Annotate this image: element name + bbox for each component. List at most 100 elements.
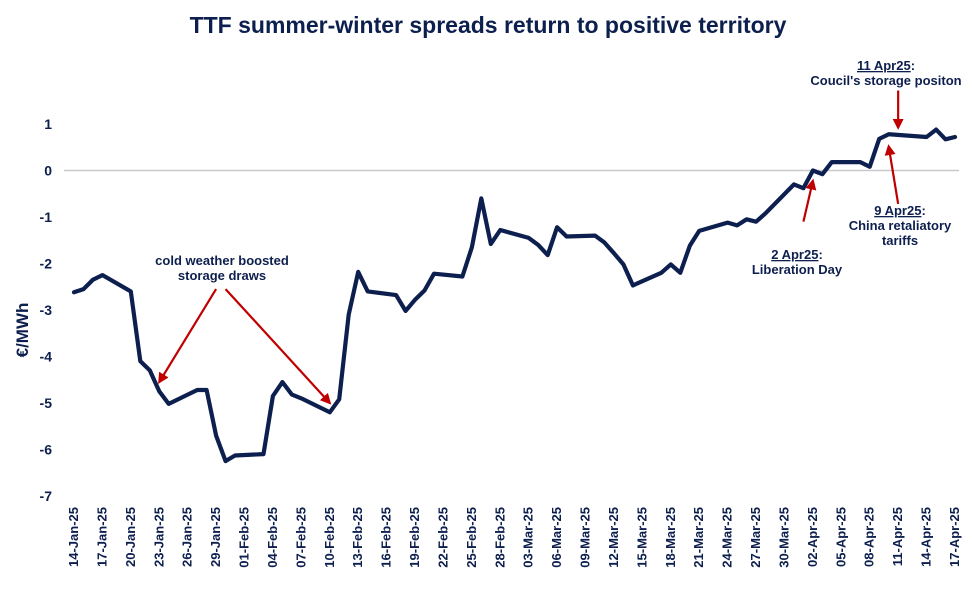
data-point (631, 284, 635, 287)
data-point (72, 291, 76, 294)
x-tick-label: 09-Mar-25 (578, 507, 593, 568)
data-point (366, 290, 369, 293)
x-tick-label: 11-Apr-25 (890, 507, 905, 566)
data-point (764, 212, 767, 215)
data-point (754, 220, 758, 223)
data-point (660, 271, 663, 274)
data-point (404, 309, 407, 313)
data-point (158, 390, 161, 393)
annotation-date-text: 2 Apr25 (771, 247, 818, 262)
data-point (745, 218, 748, 221)
data-point (735, 224, 739, 227)
data-point (91, 278, 95, 281)
x-tick-label: 21-Mar-25 (691, 507, 706, 568)
x-tick-label: 28-Feb-25 (492, 507, 507, 568)
x-tick-label: 02-Apr-25 (805, 507, 820, 567)
data-point (139, 359, 142, 363)
x-tick-label: 08-Apr-25 (862, 507, 877, 567)
data-point (953, 135, 957, 139)
data-point (679, 271, 682, 274)
data-point (669, 263, 672, 266)
data-point (205, 388, 208, 392)
x-tick-label: 18-Mar-25 (663, 507, 678, 568)
data-point (423, 289, 426, 292)
x-tick-label: 16-Feb-25 (379, 507, 394, 568)
data-point (262, 452, 265, 456)
annotation-text: Liberation Day (752, 262, 843, 277)
data-point (925, 135, 928, 139)
data-point (527, 236, 530, 240)
annotation-date: 9 Apr25: (874, 203, 926, 218)
data-point (214, 434, 218, 437)
data-point (830, 160, 833, 164)
annotation-date-suffix: : (911, 58, 915, 73)
data-point (537, 243, 540, 247)
y-tick-label: 0 (44, 163, 52, 179)
data-point (612, 252, 616, 255)
data-point (603, 241, 606, 244)
y-tick-label: -3 (40, 302, 53, 318)
series-line (71, 127, 958, 464)
data-point (480, 197, 483, 200)
data-point (328, 411, 331, 414)
x-tick-label: 14-Jan-25 (66, 507, 81, 567)
data-point (224, 459, 227, 463)
annotation-arrow (158, 288, 218, 384)
data-point (470, 246, 474, 249)
data-point (347, 313, 350, 316)
data-point (698, 229, 701, 233)
data-point (101, 273, 104, 277)
x-tick-label: 13-Feb-25 (350, 507, 365, 568)
data-point (290, 393, 294, 396)
data-point (461, 275, 464, 278)
data-point (129, 290, 132, 293)
x-tick-label: 17-Jan-25 (94, 507, 109, 567)
y-axis-ticks: -7 -6 -5 -4 -3 -2 -1 0 1 (40, 116, 53, 504)
x-tick-label: 19-Feb-25 (407, 507, 422, 568)
x-tick-label: 04-Feb-25 (265, 507, 280, 568)
data-point (148, 369, 151, 372)
x-tick-label: 10-Feb-25 (322, 507, 337, 568)
x-axis-ticks: 14-Jan-25 17-Jan-25 20-Jan-25 23-Jan-25 26-J… (66, 507, 962, 568)
y-tick-label: -5 (40, 395, 53, 411)
annotation-arrow (802, 178, 817, 222)
annotation-arrow (884, 144, 900, 205)
data-point (565, 235, 568, 238)
data-point (887, 133, 890, 136)
data-point (196, 388, 199, 392)
annotation-date-suffix: : (818, 247, 822, 262)
data-point (300, 397, 303, 400)
data-point (859, 160, 862, 164)
x-tick-label: 07-Feb-25 (293, 507, 308, 568)
x-tick-label: 03-Mar-25 (521, 507, 536, 568)
data-point (82, 287, 85, 291)
annotation-date: 11 Apr25: (857, 58, 915, 73)
data-point (394, 293, 398, 297)
data-point (499, 228, 502, 232)
annotation-text: tariffs (882, 233, 918, 248)
data-point (281, 380, 284, 384)
data-point (802, 187, 805, 190)
data-point (868, 165, 871, 168)
annotation-date: 2 Apr25: (771, 247, 823, 262)
x-tick-label: 24-Mar-25 (720, 507, 735, 568)
x-tick-label: 01-Feb-25 (237, 507, 252, 568)
x-tick-label: 29-Jan-25 (208, 507, 223, 567)
x-tick-label: 06-Mar-25 (549, 507, 564, 568)
annotation-arrow (224, 288, 332, 405)
annotation-text: Coucil's storage positon (810, 73, 961, 88)
data-point (688, 244, 691, 247)
data-point (593, 234, 597, 237)
y-tick-label: -2 (40, 256, 53, 272)
data-point (271, 394, 275, 398)
series-layer (71, 127, 958, 464)
y-tick-label: -6 (40, 442, 53, 458)
x-tick-label: 20-Jan-25 (123, 507, 138, 567)
y-tick-label: 1 (44, 116, 52, 132)
x-tick-label: 26-Jan-25 (180, 507, 195, 567)
x-tick-label: 14-Apr-25 (919, 507, 934, 567)
annotation-date-text: 9 Apr25 (874, 203, 921, 218)
data-point (944, 138, 947, 141)
